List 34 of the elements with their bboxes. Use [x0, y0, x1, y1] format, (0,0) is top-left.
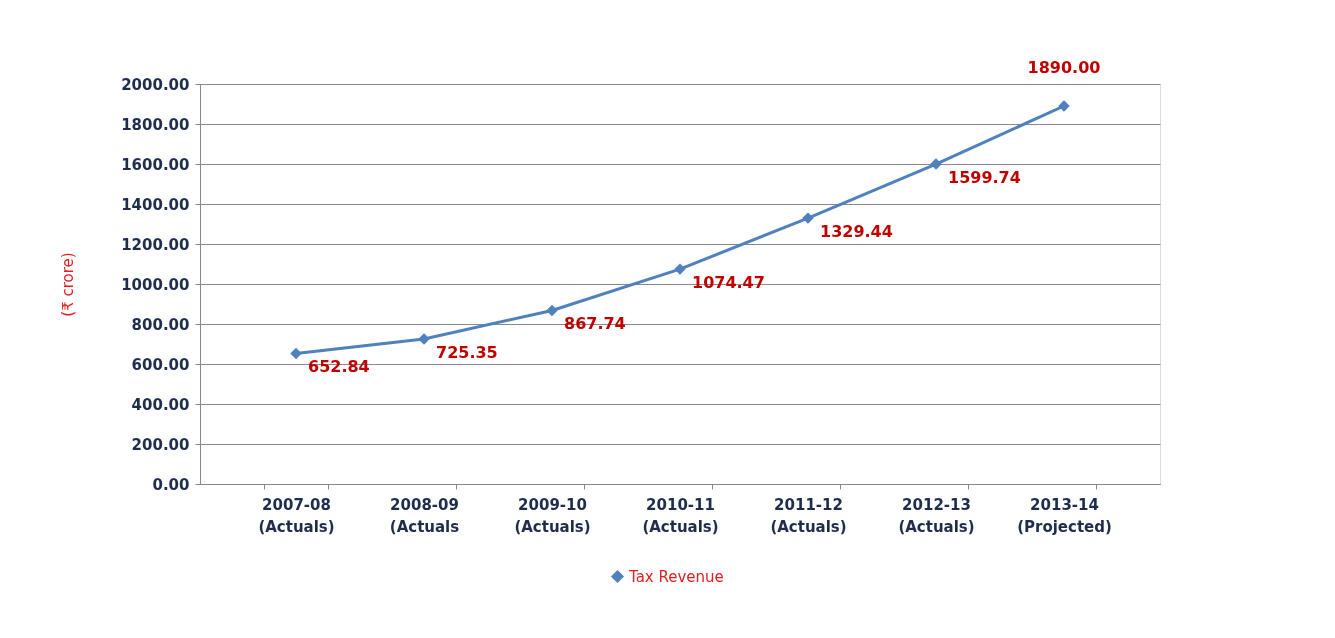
y-tick-label: 2000.00	[121, 75, 190, 94]
data-label: 1599.74	[948, 168, 1021, 188]
data-label: 725.35	[436, 342, 498, 362]
point	[674, 263, 686, 275]
point	[290, 347, 302, 360]
y-tick-label: 800.00	[131, 315, 190, 334]
point	[546, 304, 558, 317]
y-tick-label: 0.00	[152, 475, 190, 494]
y-tick-label: 400.00	[131, 395, 190, 414]
point	[1058, 100, 1070, 112]
data-label: 1074.47	[692, 273, 765, 293]
data-label: 867.74	[564, 314, 626, 334]
data-label: 1890.00	[1027, 58, 1101, 77]
y-tick-label: 1400.00	[121, 195, 190, 214]
point	[930, 158, 942, 170]
x-tick-label: 2012-13 (Actuals)	[898, 495, 975, 536]
x-tick-label: 2007-08 (Actuals)	[258, 495, 335, 536]
x-tick-label: 2010-11 (Actuals)	[642, 495, 719, 536]
x-tick-label: 2009-10 (Actuals)	[514, 495, 591, 536]
y-tick-label: 1600.00	[121, 155, 190, 174]
data-label: 652.84	[308, 357, 370, 377]
y-tick-label: 1200.00	[121, 235, 190, 254]
y-tick-label: 600.00	[131, 355, 190, 374]
data-label: 1329.44	[820, 222, 893, 242]
x-tick-label: 2011-12 (Actuals)	[770, 495, 847, 536]
point	[802, 212, 814, 224]
y-tick-label: 1800.00	[121, 115, 190, 134]
legend-label: Tax Revenue	[628, 567, 724, 586]
y-tick-label: 200.00	[131, 435, 190, 454]
point	[418, 333, 430, 345]
y-tick-label: 1000.00	[121, 275, 190, 294]
x-tick-label: 2008-09 (Actuals	[389, 495, 460, 536]
y-axis-title: (₹ crore)	[59, 252, 78, 317]
x-tick-label: 2013-14 (Projected)	[1017, 495, 1112, 536]
